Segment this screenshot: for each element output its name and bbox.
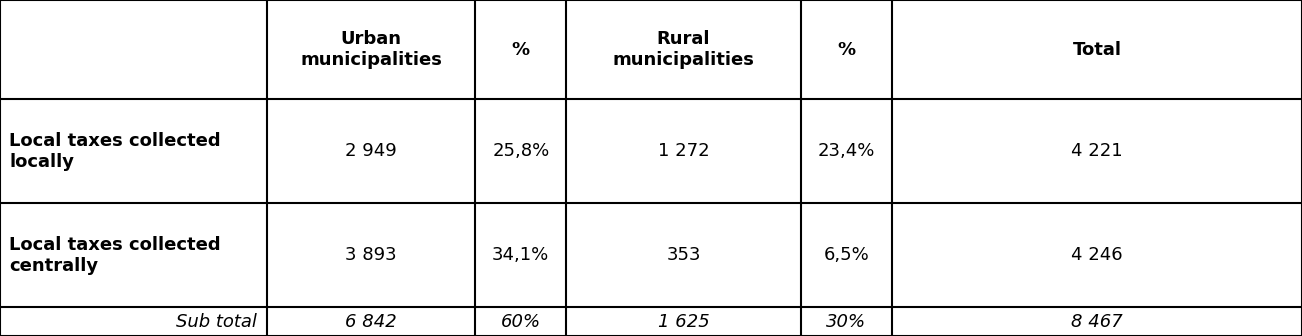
Text: 353: 353 <box>667 246 700 264</box>
Text: 25,8%: 25,8% <box>492 142 549 160</box>
Text: Total: Total <box>1073 41 1121 58</box>
Text: 23,4%: 23,4% <box>818 142 875 160</box>
Text: 1 625: 1 625 <box>658 313 710 331</box>
Text: 8 467: 8 467 <box>1072 313 1122 331</box>
Text: 4 221: 4 221 <box>1072 142 1122 160</box>
Text: 3 893: 3 893 <box>345 246 397 264</box>
Text: 60%: 60% <box>501 313 540 331</box>
Text: 34,1%: 34,1% <box>492 246 549 264</box>
Text: 4 246: 4 246 <box>1072 246 1122 264</box>
Text: 1 272: 1 272 <box>658 142 710 160</box>
Text: 6,5%: 6,5% <box>823 246 870 264</box>
Text: Rural
municipalities: Rural municipalities <box>613 30 754 69</box>
Text: 2 949: 2 949 <box>345 142 397 160</box>
Text: Local taxes collected
locally: Local taxes collected locally <box>9 132 221 171</box>
Text: Local taxes collected
centrally: Local taxes collected centrally <box>9 236 221 275</box>
Text: 30%: 30% <box>827 313 866 331</box>
Text: Urban
municipalities: Urban municipalities <box>301 30 441 69</box>
Text: %: % <box>837 41 855 58</box>
Text: %: % <box>512 41 530 58</box>
Text: Sub total: Sub total <box>176 313 256 331</box>
Text: 6 842: 6 842 <box>345 313 397 331</box>
